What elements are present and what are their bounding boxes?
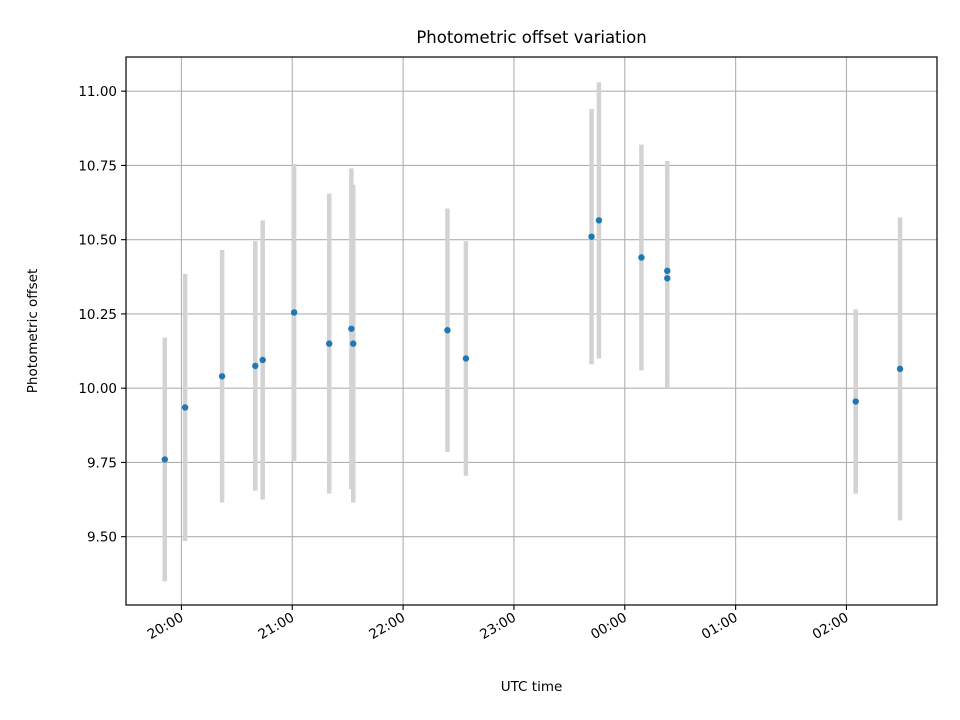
x-axis-label: UTC time bbox=[501, 679, 563, 695]
data-point bbox=[161, 456, 168, 463]
data-point bbox=[259, 356, 266, 364]
plot-area bbox=[126, 57, 937, 605]
data-point bbox=[181, 404, 189, 411]
data-point bbox=[218, 373, 226, 380]
data-point bbox=[290, 309, 298, 316]
data-point bbox=[462, 355, 470, 362]
data-point bbox=[896, 365, 904, 373]
point-layer bbox=[161, 217, 904, 463]
chart-title: Photometric offset variation bbox=[416, 28, 646, 47]
y-tick-label: 10.25 bbox=[78, 307, 117, 323]
data-point bbox=[252, 362, 259, 370]
data-point bbox=[348, 325, 355, 332]
data-point bbox=[326, 340, 333, 347]
y-tick-label: 10.75 bbox=[78, 158, 117, 174]
data-point bbox=[595, 217, 603, 224]
y-tick-label: 9.75 bbox=[87, 455, 117, 471]
y-tick-label: 9.50 bbox=[87, 530, 117, 546]
y-tick-label: 10.00 bbox=[78, 381, 117, 397]
y-tick-label: 11.00 bbox=[78, 84, 117, 100]
data-point bbox=[638, 254, 645, 261]
data-point bbox=[350, 340, 357, 347]
data-point bbox=[664, 275, 671, 282]
data-point bbox=[852, 398, 859, 405]
data-point bbox=[588, 233, 595, 240]
data-point bbox=[444, 327, 451, 334]
data-point bbox=[664, 267, 671, 275]
y-axis: 9.50 9.75 10.00 10.25 10.50 10.75 11.00 bbox=[78, 84, 126, 546]
plot-frame bbox=[125, 56, 938, 606]
y-tick-label: 10.50 bbox=[78, 233, 117, 249]
y-axis-label: Photometric offset bbox=[25, 269, 41, 393]
